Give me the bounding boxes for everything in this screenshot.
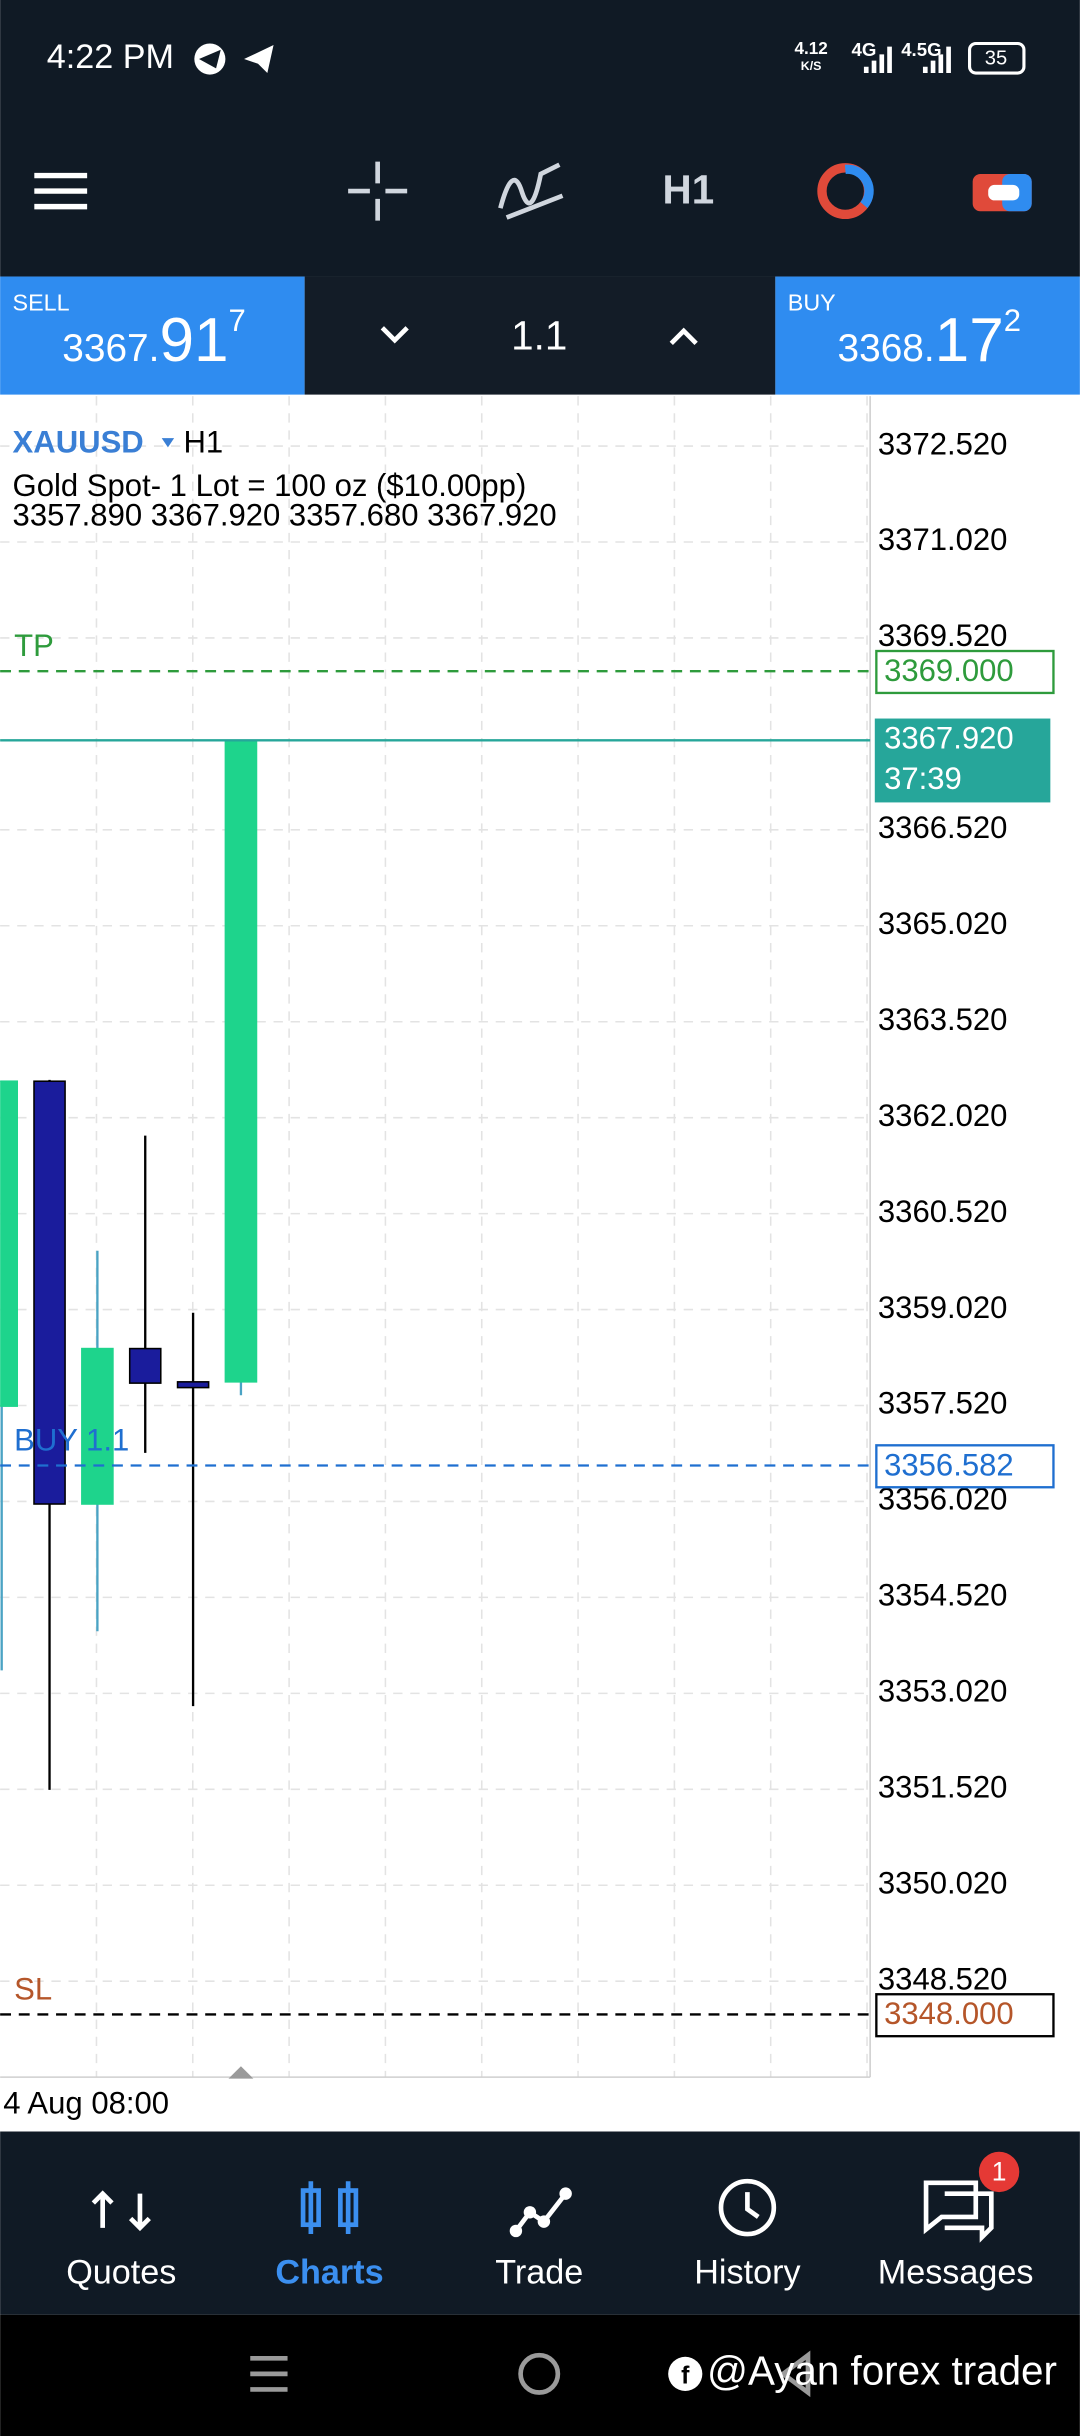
chart-timeframe: H1 — [183, 425, 223, 460]
home-button[interactable] — [518, 2352, 561, 2395]
level-price-label: 3356.582 — [884, 1447, 1014, 1482]
lot-size[interactable]: 1.1 — [511, 312, 567, 358]
symbol-description: Gold Spot- 1 Lot = 100 oz ($10.00pp) — [13, 468, 527, 503]
menu-button[interactable] — [34, 172, 88, 210]
y-tick-label: 3369.520 — [878, 618, 1008, 653]
recents-button[interactable] — [250, 2355, 288, 2392]
objects-button-accent — [844, 164, 874, 209]
charts-icon — [300, 2188, 321, 2228]
messages-icon — [923, 2180, 994, 2243]
signal-2 — [922, 46, 951, 74]
indicators-button[interactable] — [498, 162, 564, 220]
sell-button[interactable] — [0, 276, 305, 395]
badge — [978, 2151, 1020, 2193]
level-price-box — [875, 1993, 1055, 2038]
candle-body — [81, 1347, 114, 1505]
status-time: 4:22 PM — [47, 38, 174, 76]
battery — [968, 41, 1026, 75]
trade-icon-dot — [509, 2224, 523, 2238]
bar-timer: 37:39 — [884, 761, 962, 796]
candle-body — [33, 1080, 66, 1505]
net-speed: 4.12 — [794, 39, 827, 58]
candle-body — [0, 1080, 19, 1407]
net-speed-unit: K/S — [801, 59, 822, 73]
watermark: @Ayan forex trader — [707, 2348, 1057, 2394]
nav-item[interactable]: History — [694, 2253, 801, 2291]
network-type-2: 4.5G — [901, 39, 941, 60]
y-tick-label: 3359.020 — [878, 1290, 1008, 1325]
trade-icon — [514, 2192, 568, 2233]
signal-1 — [863, 46, 892, 74]
lot-panel — [304, 276, 776, 395]
ohlc: 3357.890 3367.920 3357.680 3367.920 — [13, 498, 557, 533]
sell-price: 3367.917 — [62, 303, 246, 375]
y-tick-label: 3351.520 — [878, 1769, 1008, 1804]
y-tick-label: 3363.520 — [878, 1002, 1008, 1037]
trade-button-glyph — [988, 184, 1020, 201]
current-price-label: 3367.920 — [884, 720, 1014, 755]
top-bar — [0, 0, 1080, 277]
candles — [0, 739, 258, 1790]
battery-level: 35 — [985, 47, 1007, 69]
candle-body — [176, 1381, 210, 1389]
candle-body — [224, 739, 258, 1383]
candle-body — [128, 1347, 162, 1384]
y-tick-label: 3371.020 — [878, 522, 1008, 557]
history-hands — [745, 2192, 760, 2219]
y-tick-label: 3350.020 — [878, 1865, 1008, 1900]
level-price-box — [875, 649, 1055, 695]
buy-button[interactable] — [775, 276, 1080, 395]
chart: 3372.520 3371.020 3369.520 3366.520 3365.020… — [0, 396, 1055, 2078]
trade-icon-dot — [537, 2215, 551, 2228]
level-price-label: 3369.000 — [884, 653, 1014, 688]
lot-decrease[interactable] — [380, 326, 409, 344]
sell-label: SELL — [13, 290, 70, 316]
y-tick-label: 3362.020 — [878, 1098, 1008, 1133]
nav-item[interactable]: Charts — [275, 2253, 383, 2291]
current-price-box — [874, 718, 1051, 803]
level-price-label: 3348.000 — [884, 1996, 1014, 2031]
crosshair-button[interactable] — [348, 161, 408, 221]
y-tick-label: 3365.020 — [878, 906, 1008, 941]
time-label: 4 Aug 08:00 — [3, 2085, 169, 2120]
buy-label: BUY — [788, 290, 836, 316]
system-bar — [0, 2314, 1080, 2436]
quotes-icon — [91, 2190, 151, 2232]
buy-price: 3368.172 — [838, 303, 1022, 375]
y-tick-label: 3360.520 — [878, 1194, 1008, 1229]
level-name: TP — [14, 628, 54, 663]
level-name: BUY 1.1 — [14, 1422, 129, 1457]
y-tick-label: 3372.520 — [878, 426, 1008, 461]
y-tick-label: 3353.020 — [878, 1674, 1008, 1709]
telegram-glyph — [198, 49, 221, 69]
timeframe-button[interactable]: H1 — [663, 166, 715, 212]
y-tick-label: 3357.520 — [878, 1386, 1008, 1421]
symbol[interactable]: XAUUSD — [13, 425, 144, 460]
back-button[interactable] — [779, 2350, 811, 2398]
telegram-icon-2 — [244, 45, 274, 74]
y-tick-label: 3348.520 — [878, 1961, 1008, 1996]
trade-icon-dot — [559, 2187, 572, 2200]
trade-icon-dot — [523, 2206, 537, 2219]
badge-count: 1 — [992, 2156, 1007, 2186]
y-tick-label: 3354.520 — [878, 1578, 1008, 1613]
history-icon — [718, 2178, 777, 2237]
network-type: 4G — [851, 39, 876, 60]
nav-item[interactable]: Trade — [495, 2253, 583, 2291]
nav-item[interactable]: Quotes — [66, 2253, 176, 2291]
symbol-dropdown — [161, 438, 175, 448]
nav-item[interactable]: Messages — [878, 2253, 1034, 2291]
facebook-glyph: f — [681, 2363, 690, 2390]
lot-increase[interactable] — [669, 327, 698, 345]
charts-icon-2 — [338, 2188, 359, 2228]
level-name: SL — [14, 1971, 52, 2006]
nav-items: Quotes Charts Trade History Messages — [66, 2253, 1033, 2291]
scroll-marker — [228, 2066, 254, 2079]
facebook-icon — [668, 2356, 703, 2391]
level-price-box — [875, 1444, 1055, 1489]
y-tick-label: 3366.520 — [878, 810, 1008, 845]
